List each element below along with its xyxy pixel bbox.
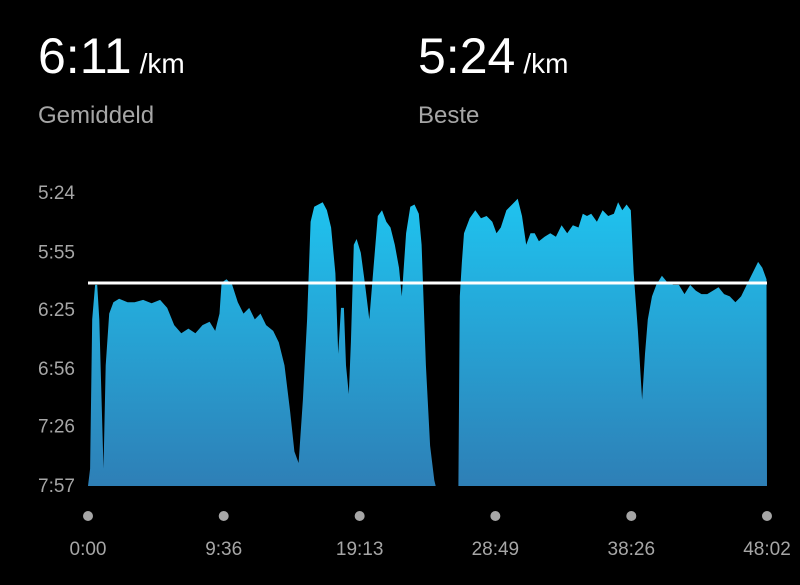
x-tick-label: 9:36 [205,539,242,560]
x-tick-dot [490,511,501,521]
average-pace-unit: /km [139,48,185,79]
best-pace-label: Beste [418,102,480,129]
average-pace-number: 6:11 [38,28,132,84]
x-tick-dot [626,511,637,521]
pace-area-group [88,198,767,486]
best-pace-unit: /km [523,48,569,79]
y-tick-label: 7:26 [38,417,75,438]
y-tick-label: 5:24 [38,183,75,204]
x-tick-label: 28:49 [472,539,520,560]
x-tick-dot [83,511,93,521]
x-tick-dot [762,511,772,521]
y-tick-label: 5:55 [38,242,75,263]
y-tick-label: 6:56 [38,359,75,380]
y-axis-ticks: 5:24 5:55 6:25 6:56 7:26 7:57 [38,183,75,497]
pace-area-segment-2 [458,198,767,486]
x-tick-dot [354,511,365,521]
x-axis-ticks: 0:00 9:36 19:13 28:49 38:26 48:02 [70,511,791,560]
best-pace-stat: 5:24/km Beste [418,28,568,130]
best-pace-value: 5:24/km [418,28,568,92]
x-tick-label: 19:13 [336,539,384,560]
y-tick-label: 6:25 [38,300,75,321]
x-tick-label: 38:26 [608,539,656,560]
y-tick-label: 7:57 [38,476,75,497]
best-pace-number: 5:24 [418,28,516,84]
x-tick-label: 48:02 [743,539,791,560]
average-pace-stat: 6:11/km Gemiddeld [38,28,185,130]
x-tick-dot [218,511,229,521]
average-pace-value: 6:11/km [38,28,185,92]
x-tick-label: 0:00 [70,539,107,560]
pace-area-segment-1 [88,202,436,486]
average-pace-label: Gemiddeld [38,102,155,129]
